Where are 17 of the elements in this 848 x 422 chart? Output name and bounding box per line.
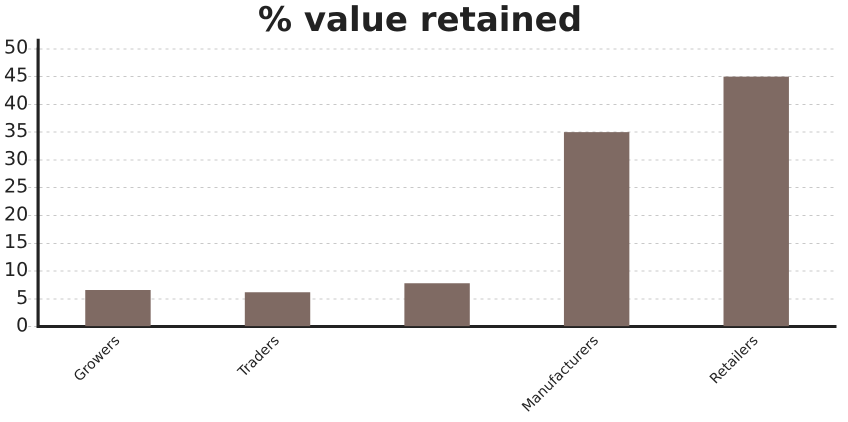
y-tick-label: 15 [4, 231, 28, 254]
y-tick-label: 20 [4, 203, 28, 226]
y-tick-label: 35 [4, 120, 28, 142]
y-tick-label: 25 [4, 176, 28, 198]
y-tick-label: 45 [4, 64, 28, 87]
y-tick-label: 50 [4, 36, 28, 59]
bar [244, 292, 310, 326]
bar [85, 290, 151, 326]
y-tick-label: 40 [4, 92, 28, 114]
y-tick-label: 10 [4, 259, 28, 282]
bar [404, 283, 470, 326]
bar [564, 132, 630, 326]
y-tick-label: 5 [16, 286, 28, 309]
y-tick-label: 30 [4, 148, 28, 170]
bar [724, 76, 789, 326]
chart-title: % value retained [258, 0, 582, 40]
y-tick-label: 0 [16, 314, 28, 337]
